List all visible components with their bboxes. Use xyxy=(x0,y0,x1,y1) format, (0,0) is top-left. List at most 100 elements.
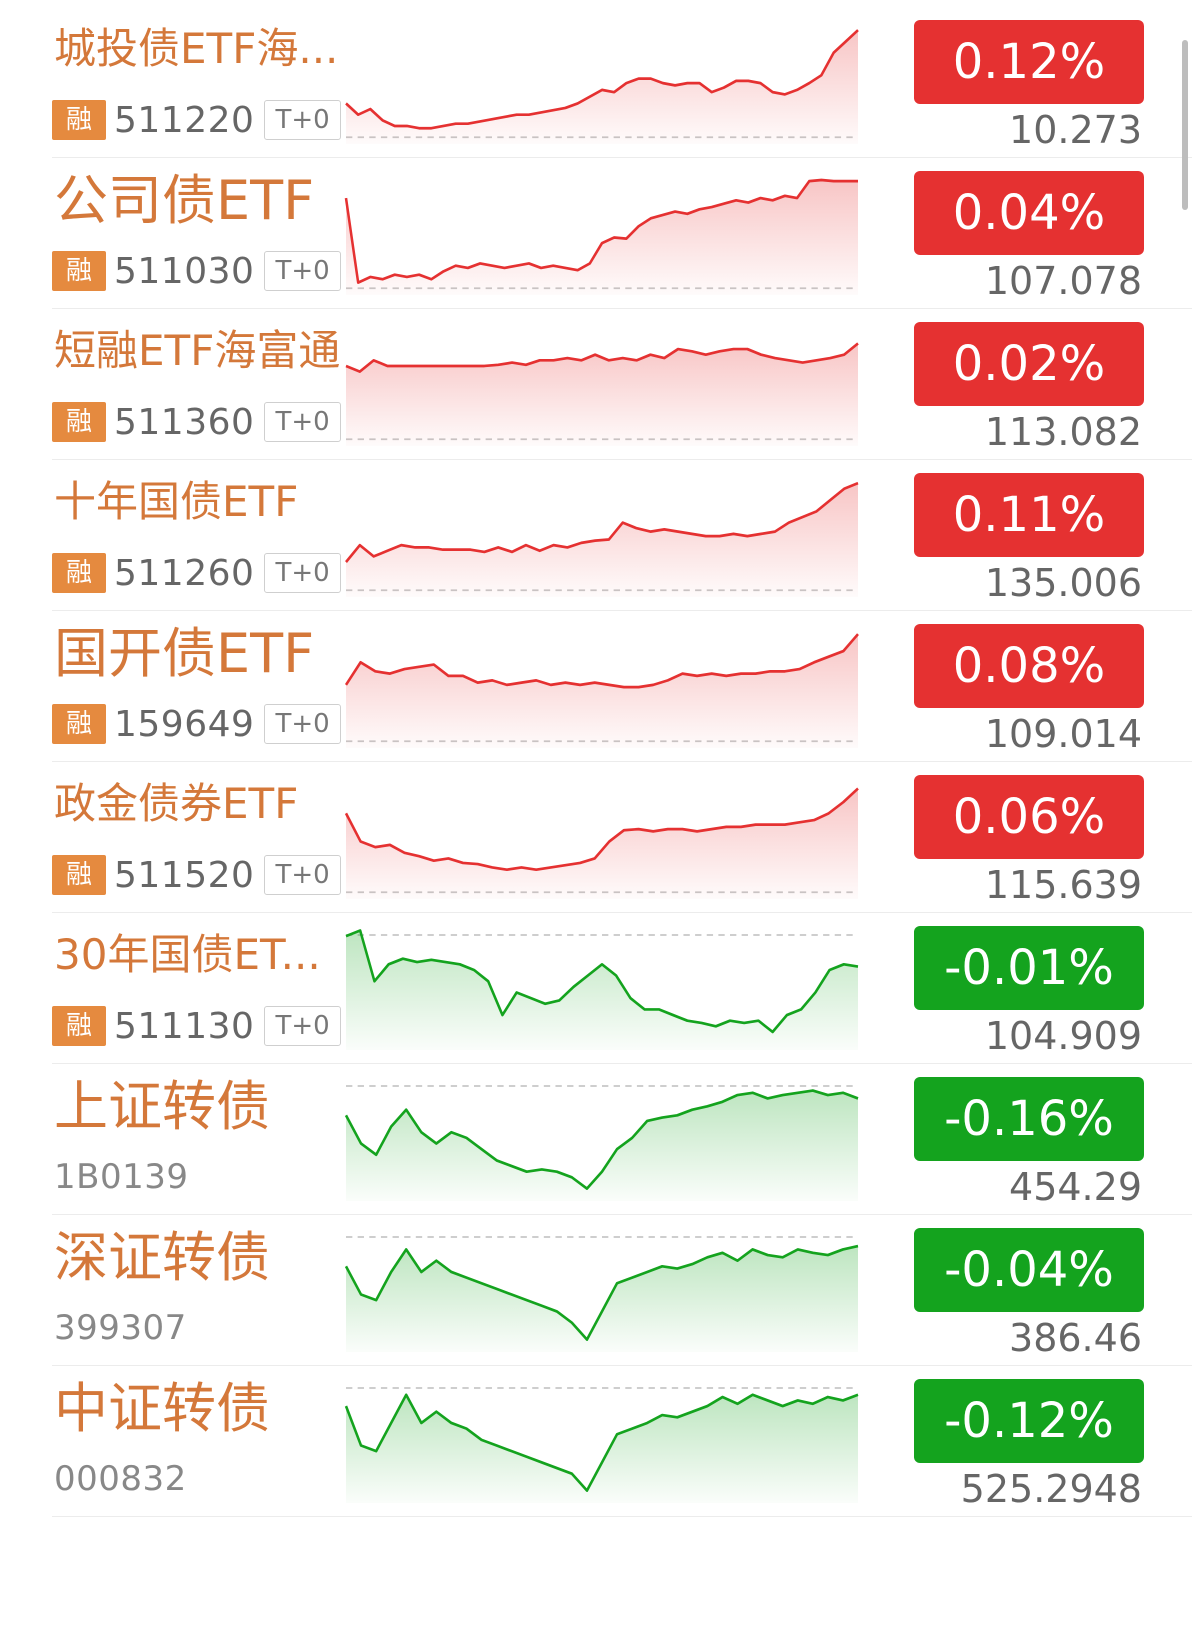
intraday-sparkline xyxy=(344,1077,859,1201)
security-name: 国开债ETF xyxy=(54,624,315,684)
security-name: 短融ETF海富通 xyxy=(54,328,341,375)
list-item[interactable]: 政金债券ETF 融 511520 T+0 0.06% 115.639 xyxy=(0,755,1192,913)
sparkline-line xyxy=(345,929,859,1034)
sparkline-line xyxy=(344,1393,859,1492)
row-divider xyxy=(52,308,1192,309)
change-percent-button[interactable]: 0.12% xyxy=(914,20,1144,104)
security-code: 399307 xyxy=(54,1308,187,1348)
security-meta: 融 511260 T+0 xyxy=(52,552,341,594)
security-name: 中证转债 xyxy=(54,1379,270,1439)
margin-badge: 融 xyxy=(52,251,106,291)
change-percent-button[interactable]: 0.02% xyxy=(914,322,1144,406)
intraday-sparkline xyxy=(345,926,859,1050)
security-meta: 融 511130 T+0 xyxy=(52,1005,341,1047)
security-name: 政金债券ETF xyxy=(54,781,299,828)
sparkline-area xyxy=(346,1394,858,1503)
last-price: 135.006 xyxy=(984,561,1142,605)
sparkline-area xyxy=(346,634,858,748)
margin-badge: 融 xyxy=(52,855,106,895)
sparkline-line xyxy=(344,787,859,872)
list-item[interactable]: 城投债ETF海... 融 511220 T+0 0.12% 10.273 xyxy=(0,0,1192,158)
row-divider xyxy=(52,459,1192,460)
sparkline-line xyxy=(345,29,859,130)
list-item[interactable]: 国开债ETF 融 159649 T+0 0.08% 109.014 xyxy=(0,604,1192,762)
security-meta: 融 159649 T+0 xyxy=(52,703,341,745)
security-code: 159649 xyxy=(114,703,255,745)
intraday-sparkline xyxy=(344,171,858,295)
margin-badge: 融 xyxy=(52,553,106,593)
last-price: 109.014 xyxy=(984,712,1142,756)
margin-badge: 融 xyxy=(52,704,106,744)
margin-badge: 融 xyxy=(52,1006,106,1046)
scrollbar[interactable] xyxy=(1182,40,1188,210)
sparkline-line xyxy=(344,178,858,284)
security-meta: 399307 xyxy=(52,1308,187,1348)
security-name: 城投债ETF海... xyxy=(54,26,339,73)
intraday-sparkline xyxy=(344,624,859,748)
t0-tag: T+0 xyxy=(264,100,341,140)
t0-tag: T+0 xyxy=(264,1006,341,1046)
security-code: 511130 xyxy=(114,1005,255,1047)
sparkline-line xyxy=(344,633,859,689)
security-code: 000832 xyxy=(54,1459,187,1499)
row-divider xyxy=(52,1516,1192,1517)
security-name: 十年国债ETF xyxy=(54,479,299,526)
list-item[interactable]: 深证转债 399307 -0.04% 386.46 xyxy=(0,1208,1192,1366)
sparkline-area xyxy=(346,788,858,899)
intraday-sparkline xyxy=(344,1379,859,1503)
sparkline-area xyxy=(346,483,858,597)
change-percent-button[interactable]: -0.01% xyxy=(914,926,1144,1010)
t0-tag: T+0 xyxy=(264,553,341,593)
last-price: 386.46 xyxy=(1009,1316,1142,1360)
sparkline-area xyxy=(346,30,858,144)
security-name: 深证转债 xyxy=(54,1228,270,1288)
list-item[interactable]: 30年国债ET... 融 511130 T+0 -0.01% 104.909 xyxy=(0,906,1192,1064)
change-percent-button[interactable]: 0.06% xyxy=(914,775,1144,859)
list-item[interactable]: 上证转债 1B0139 -0.16% 454.29 xyxy=(0,1057,1192,1215)
sparkline-line xyxy=(345,481,859,563)
last-price: 115.639 xyxy=(984,863,1142,907)
change-percent-button[interactable]: -0.04% xyxy=(914,1228,1144,1312)
t0-tag: T+0 xyxy=(264,402,341,442)
list-item[interactable]: 公司债ETF 融 511030 T+0 0.04% 107.078 xyxy=(0,151,1192,309)
change-percent-button[interactable]: -0.16% xyxy=(914,1077,1144,1161)
security-code: 511520 xyxy=(114,854,255,896)
security-code: 511030 xyxy=(114,250,255,292)
intraday-sparkline xyxy=(345,20,859,144)
list-item[interactable]: 中证转债 000832 -0.12% 525.2948 xyxy=(0,1359,1192,1517)
security-name: 上证转债 xyxy=(54,1077,270,1137)
t0-tag: T+0 xyxy=(264,704,341,744)
sparkline-line xyxy=(344,1089,859,1190)
security-code: 511220 xyxy=(114,99,255,141)
sparkline-line xyxy=(345,342,859,373)
list-item[interactable]: 短融ETF海富通融 511360 T+0 0.02% 113.082 xyxy=(0,302,1192,460)
sparkline-area xyxy=(346,1090,858,1201)
security-meta: 融 511520 T+0 xyxy=(52,854,341,896)
last-price: 454.29 xyxy=(1009,1165,1142,1209)
sparkline-area xyxy=(346,930,858,1050)
change-percent-button[interactable]: 0.11% xyxy=(914,473,1144,557)
security-meta: 融 511360 T+0 xyxy=(52,402,341,443)
change-percent-button[interactable]: 0.04% xyxy=(914,171,1144,255)
last-price: 113.082 xyxy=(984,410,1142,454)
intraday-sparkline xyxy=(345,322,859,446)
row-divider xyxy=(52,1214,1192,1215)
t0-tag: T+0 xyxy=(264,855,341,895)
list-item[interactable]: 十年国债ETF 融 511260 T+0 0.11% 135.006 xyxy=(0,453,1192,611)
last-price: 104.909 xyxy=(984,1014,1142,1058)
security-name: 30年国债ET... xyxy=(54,932,321,979)
security-meta: 融 511030 T+0 xyxy=(52,250,341,292)
row-divider xyxy=(52,912,1192,913)
security-code: 511260 xyxy=(114,552,255,594)
row-divider xyxy=(52,1063,1192,1064)
sparkline-area xyxy=(346,343,858,446)
change-percent-button[interactable]: 0.08% xyxy=(914,624,1144,708)
t0-tag: T+0 xyxy=(264,251,341,291)
security-meta: 融 511220 T+0 xyxy=(52,99,341,141)
sparkline-line xyxy=(344,1244,859,1341)
last-price: 107.078 xyxy=(984,259,1142,303)
intraday-sparkline xyxy=(344,1228,859,1352)
change-percent-button[interactable]: -0.12% xyxy=(914,1379,1144,1463)
intraday-sparkline xyxy=(345,473,859,597)
row-divider xyxy=(52,157,1192,158)
